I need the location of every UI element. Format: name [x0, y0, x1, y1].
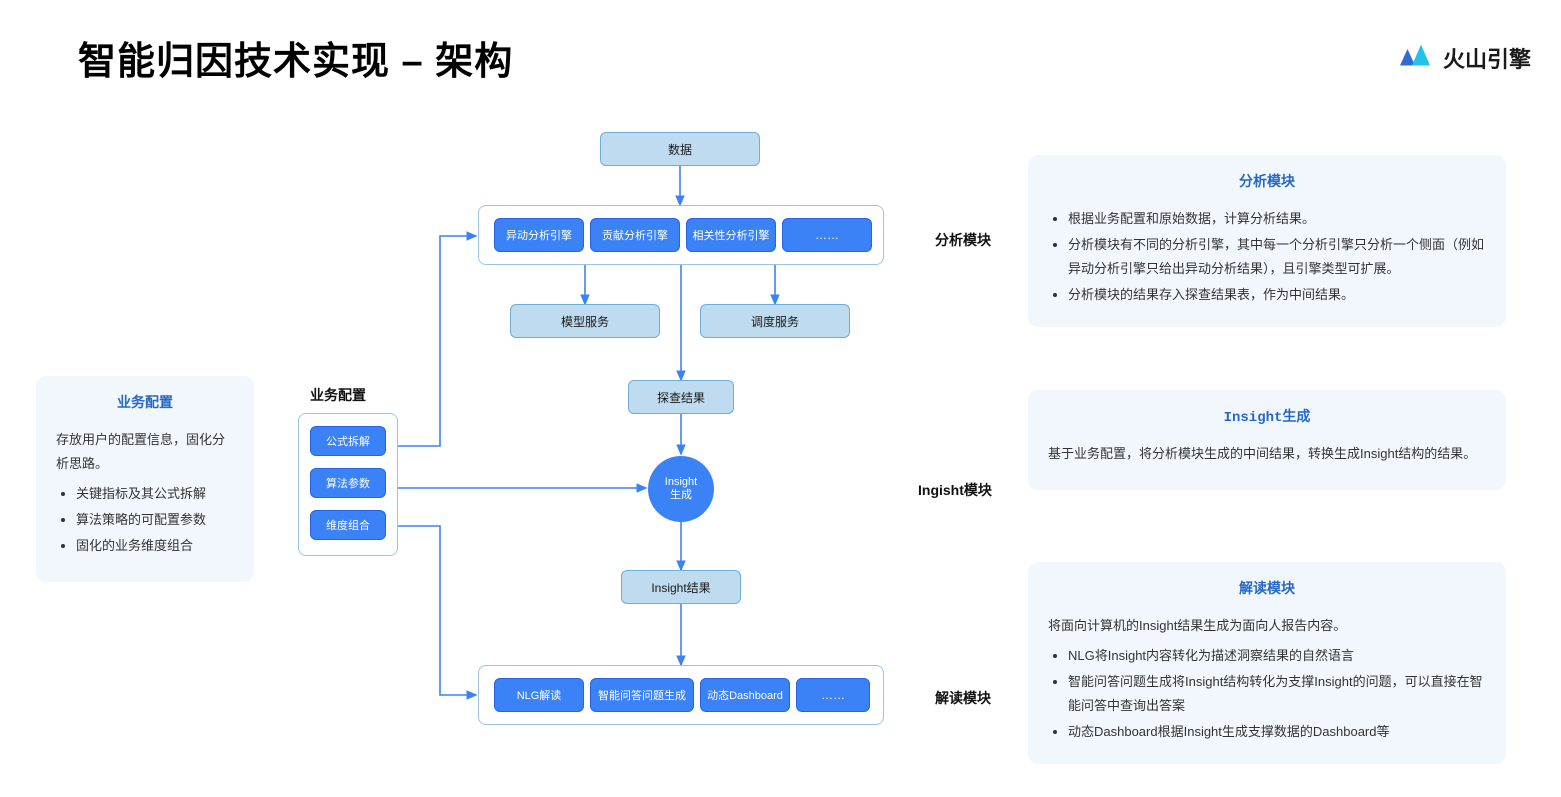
panel-insight-title: Insight生成: [1048, 406, 1486, 432]
panel-interpret-module: 解读模块 将面向计算机的Insight结果生成为面向人报告内容。 NLG将Ins…: [1028, 562, 1506, 764]
panel-bc-bullet: 关键指标及其公式拆解: [76, 482, 234, 506]
node-nlg: NLG解读: [494, 678, 584, 712]
panel-interpret-intro: 将面向计算机的Insight结果生成为面向人报告内容。: [1048, 614, 1486, 638]
panel-bc-bullet: 算法策略的可配置参数: [76, 508, 234, 532]
panel-business-config: 业务配置 存放用户的配置信息，固化分析思路。 关键指标及其公式拆解 算法策略的可…: [36, 376, 254, 582]
node-algo-params: 算法参数: [310, 468, 386, 498]
node-engine-correlation: 相关性分析引擎: [686, 218, 776, 252]
insight-gen-line1: Insight: [665, 476, 697, 489]
label-interpret-module: 解读模块: [935, 688, 991, 708]
panel-insight-body: 基于业务配置，将分析模块生成的中间结果，转换生成Insight结构的结果。: [1048, 442, 1486, 466]
label-insight-module: Ingisht模块: [918, 480, 992, 500]
node-engine-anomaly: 异动分析引擎: [494, 218, 584, 252]
panel-analysis-title: 分析模块: [1048, 171, 1486, 197]
label-analysis-module: 分析模块: [935, 230, 991, 250]
panel-bc-bullet: 固化的业务维度组合: [76, 534, 234, 558]
node-insight-generate: Insight 生成: [648, 456, 714, 522]
panel-business-config-title: 业务配置: [56, 392, 234, 418]
panel-interpret-bullet: NLG将Insight内容转化为描述洞察结果的自然语言: [1068, 644, 1486, 668]
panel-insight-module: Insight生成 基于业务配置，将分析模块生成的中间结果，转换生成Insigh…: [1028, 390, 1506, 490]
label-business-config: 业务配置: [310, 385, 366, 405]
panel-analysis-bullet: 分析模块的结果存入探查结果表，作为中间结果。: [1068, 283, 1486, 307]
node-model-service: 模型服务: [510, 304, 660, 338]
node-explore-result: 探查结果: [628, 380, 734, 414]
node-dashboard: 动态Dashboard: [700, 678, 790, 712]
node-qa-gen: 智能问答问题生成: [590, 678, 694, 712]
panel-business-config-intro: 存放用户的配置信息，固化分析思路。: [56, 428, 234, 476]
node-insight-result: Insight结果: [621, 570, 741, 604]
panel-interpret-title: 解读模块: [1048, 578, 1486, 604]
node-schedule-service: 调度服务: [700, 304, 850, 338]
panel-interpret-bullet: 动态Dashboard根据Insight生成支撑数据的Dashboard等: [1068, 720, 1486, 744]
insight-gen-line2: 生成: [670, 489, 692, 502]
node-formula-split: 公式拆解: [310, 426, 386, 456]
node-engine-contribution: 贡献分析引擎: [590, 218, 680, 252]
panel-analysis-module: 分析模块 根据业务配置和原始数据，计算分析结果。 分析模块有不同的分析引擎，其中…: [1028, 155, 1506, 327]
panel-interpret-bullet: 智能问答问题生成将Insight结构转化为支撑Insight的问题，可以直接在智…: [1068, 670, 1486, 718]
panel-analysis-bullet: 分析模块有不同的分析引擎，其中每一个分析引擎只分析一个侧面（例如异动分析引擎只给…: [1068, 233, 1486, 281]
panel-analysis-bullet: 根据业务配置和原始数据，计算分析结果。: [1068, 207, 1486, 231]
node-engine-more: ……: [782, 218, 872, 252]
node-dim-combo: 维度组合: [310, 510, 386, 540]
node-interpret-more: ……: [796, 678, 870, 712]
node-data: 数据: [600, 132, 760, 166]
